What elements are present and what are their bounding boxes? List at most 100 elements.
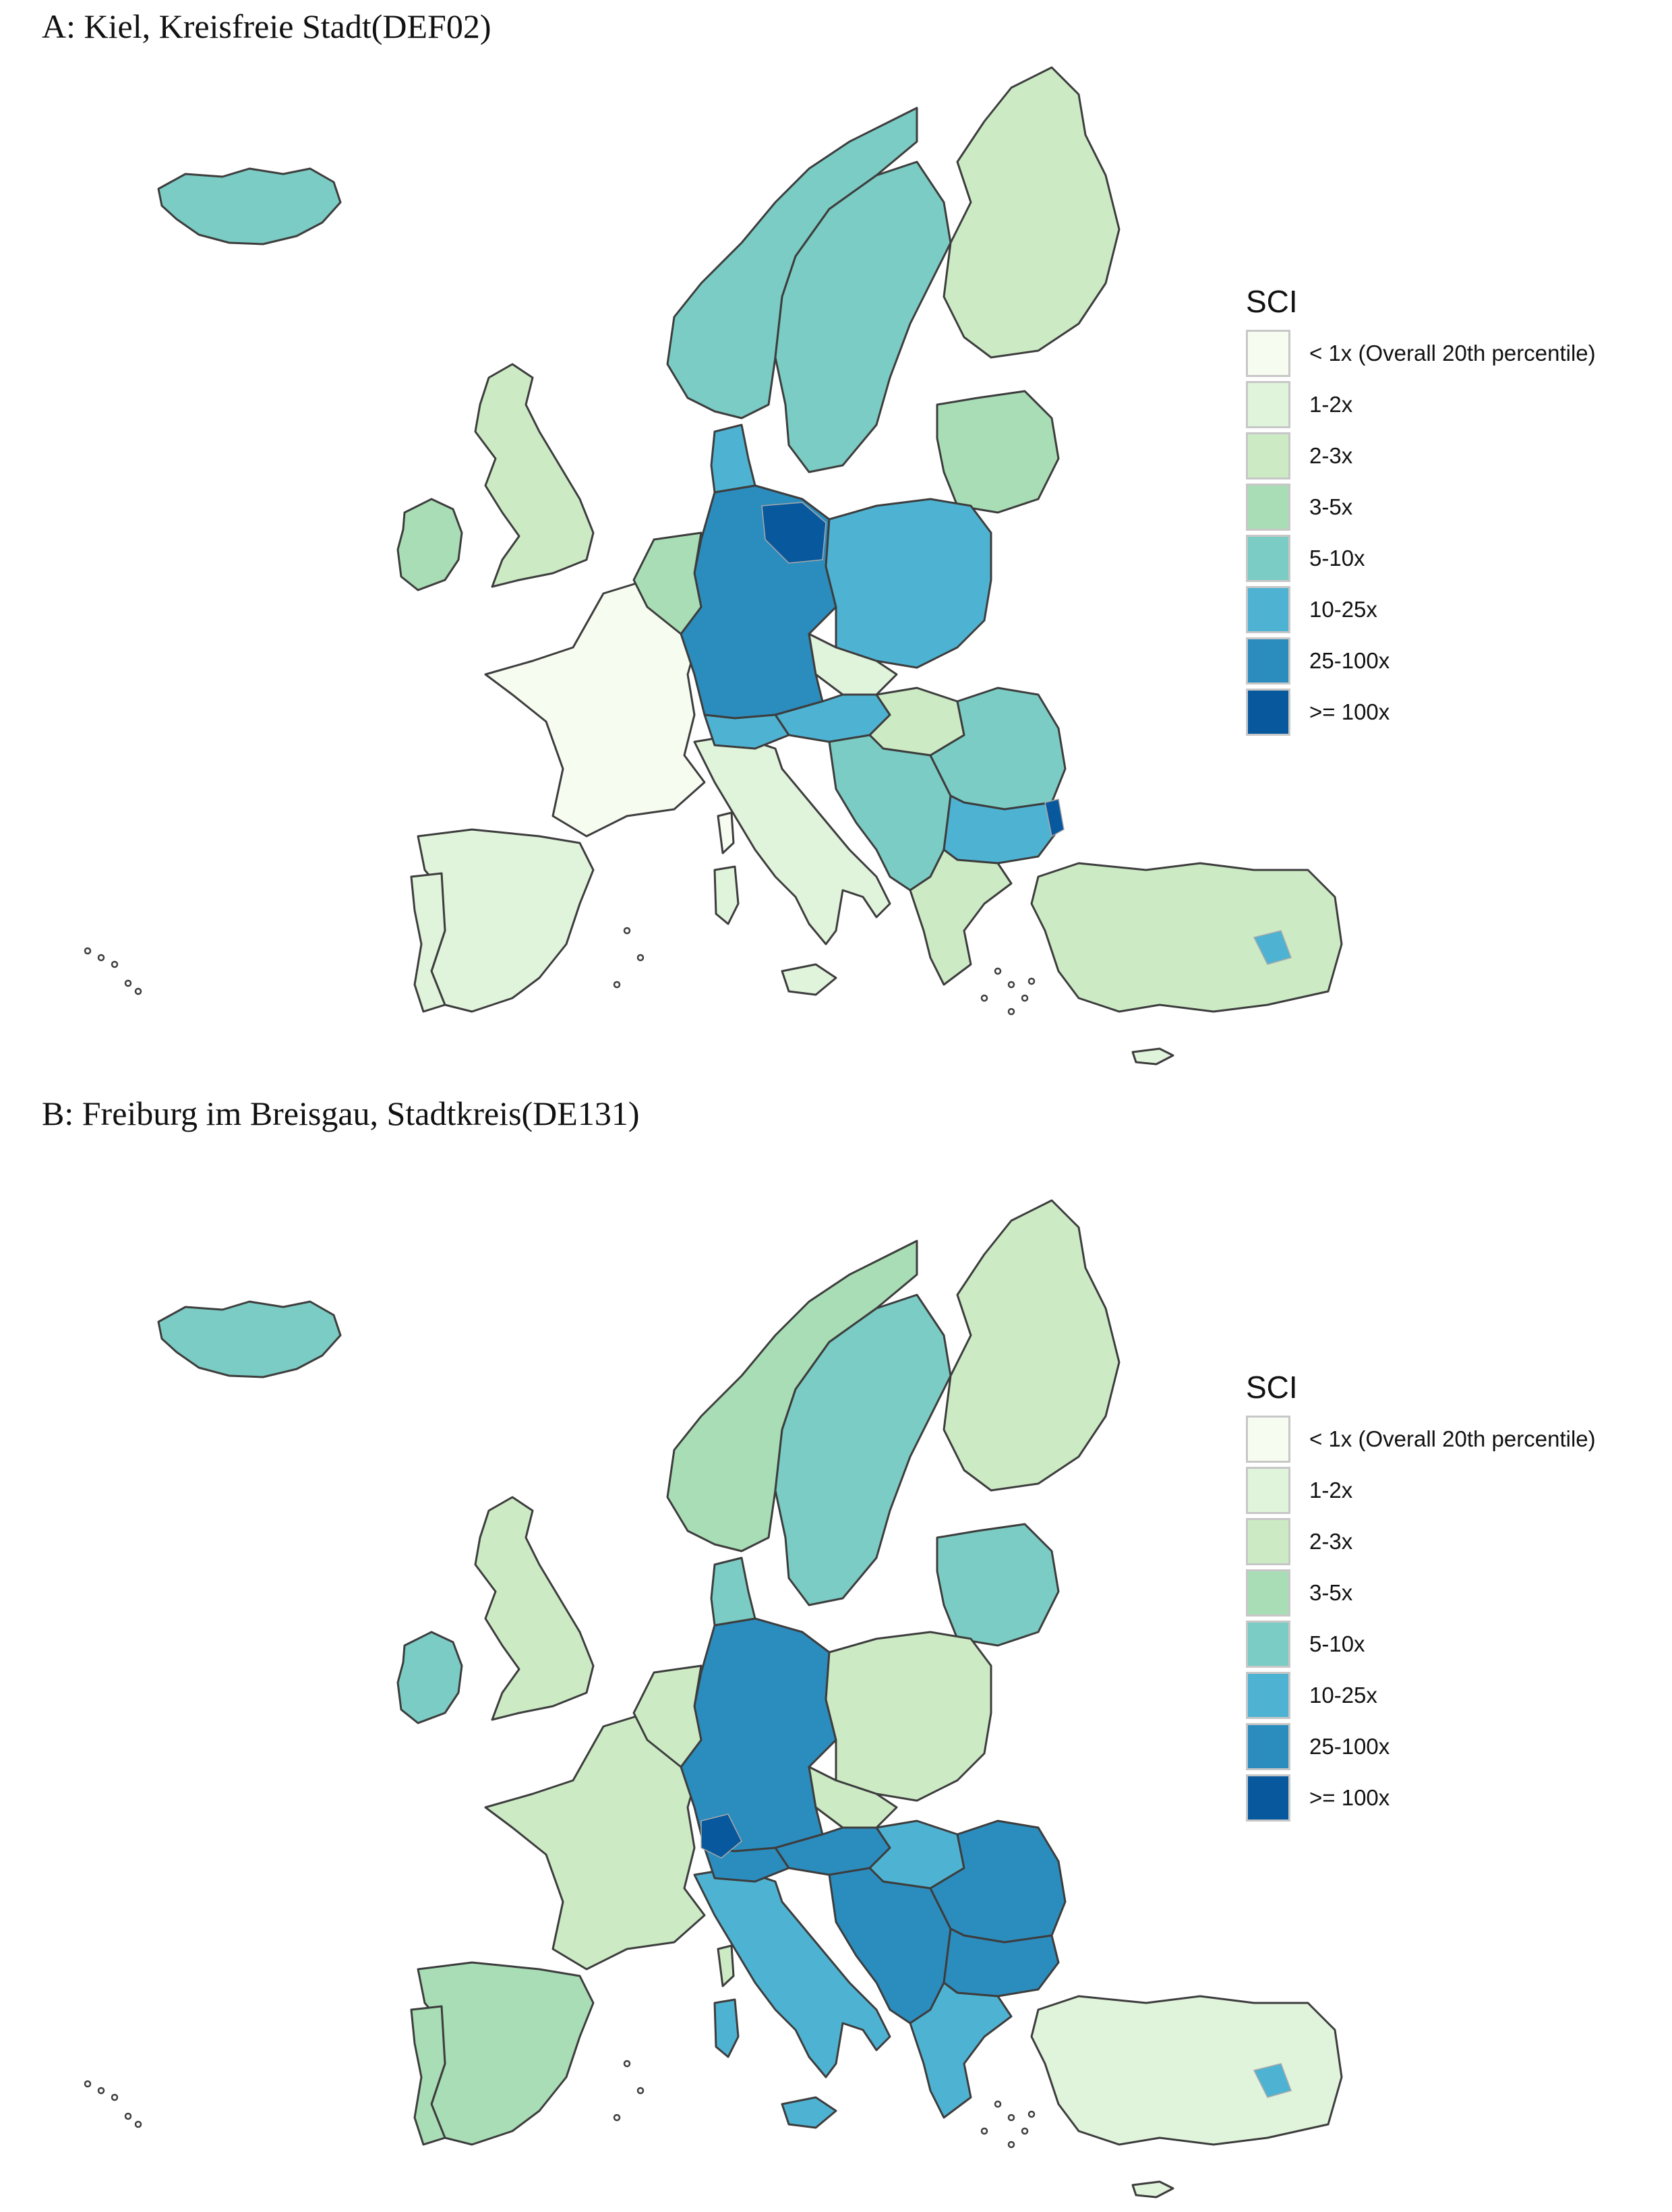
islet — [613, 2114, 621, 2122]
region-turkey — [1030, 862, 1343, 1013]
islet — [124, 2112, 132, 2120]
islet — [1021, 2127, 1029, 2135]
panel-title: B: Freiburg im Breisgau, Stadtkreis(DE13… — [42, 1095, 640, 1132]
islet — [623, 2060, 631, 2068]
region-baltics — [936, 1523, 1060, 1647]
region-benelux — [632, 531, 703, 635]
legend-label: 5-10x — [1309, 546, 1365, 571]
hotspot-romania-east — [1044, 798, 1065, 838]
region-corsica — [717, 1944, 735, 1987]
islet — [97, 2087, 105, 2095]
legend-swatch — [1246, 1569, 1290, 1617]
legend-item: 2-3x — [1246, 1516, 1650, 1567]
legend: SCI < 1x (Overall 20th percentile) 1-2x 2-… — [1246, 283, 1650, 738]
legend-swatch — [1246, 1672, 1290, 1719]
region-turkey — [1030, 1995, 1343, 2146]
legend-label: >= 100x — [1309, 699, 1390, 724]
hotspot-southwest-germany — [700, 1813, 742, 1859]
legend-item: 10-25x — [1246, 1670, 1650, 1721]
legend-item: 3-5x — [1246, 482, 1650, 533]
islet — [1007, 981, 1015, 989]
legend-label: 3-5x — [1309, 494, 1353, 519]
legend-swatch — [1246, 535, 1290, 582]
legend-label: 10-25x — [1309, 1683, 1377, 1708]
legend-item: 1-2x — [1246, 1465, 1650, 1516]
panel-a: A: Kiel, Kreisfreie Stadt(DEF02) SCI < 1… — [42, 7, 1650, 1066]
legend-label: 2-3x — [1309, 1529, 1353, 1554]
region-sardinia — [713, 865, 740, 925]
legend-label: 2-3x — [1309, 443, 1353, 468]
islet — [1027, 977, 1036, 985]
legend-label: 25-100x — [1309, 1734, 1390, 1759]
region-germany — [680, 1617, 837, 1853]
region-sicily — [781, 2096, 837, 2129]
region-cyprus — [1131, 1047, 1174, 1066]
legend: SCI < 1x (Overall 20th percentile) 1-2x 2-… — [1246, 1369, 1650, 1824]
legend-label: 1-2x — [1309, 1478, 1353, 1503]
legend-item: 3-5x — [1246, 1567, 1650, 1619]
region-czechia — [808, 633, 898, 696]
legend-label: 5-10x — [1309, 1631, 1365, 1656]
islet — [994, 967, 1002, 975]
hotspot-northeast-germany — [761, 502, 827, 564]
legend-item: 25-100x — [1246, 635, 1650, 687]
europe-map — [84, 1199, 1343, 2199]
legend-swatch — [1246, 1774, 1290, 1822]
islet — [980, 2127, 988, 2135]
region-greece — [909, 848, 1013, 986]
legend-item: 1-2x — [1246, 379, 1650, 430]
islet — [111, 960, 119, 968]
legend-label: 3-5x — [1309, 1580, 1353, 1605]
legend-swatch — [1246, 637, 1290, 685]
panel-title: A: Kiel, Kreisfreie Stadt(DEF02) — [42, 7, 491, 45]
legend-title: SCI — [1246, 284, 1298, 319]
region-poland — [825, 498, 992, 669]
region-denmark — [710, 424, 756, 494]
region-italy — [693, 1867, 891, 2078]
islet — [124, 979, 132, 987]
region-poland — [825, 1631, 992, 1802]
region-baltics — [936, 390, 1060, 514]
region-sweden — [774, 1293, 952, 1606]
legend-item: >= 100x — [1246, 1772, 1650, 1824]
region-sicily — [781, 963, 837, 996]
region-ireland — [396, 498, 463, 591]
region-benelux — [632, 1664, 703, 1768]
islet — [636, 2087, 645, 2095]
region-switzerland — [703, 1846, 790, 1883]
region-iceland — [157, 1300, 342, 1378]
legend-label: 25-100x — [1309, 648, 1390, 673]
region-denmark — [710, 1556, 756, 1627]
region-finland — [943, 1199, 1121, 1492]
legend-item: < 1x (Overall 20th percentile) — [1246, 328, 1650, 379]
legend-item: < 1x (Overall 20th percentile) — [1246, 1414, 1650, 1465]
legend-label: < 1x (Overall 20th percentile) — [1309, 1426, 1596, 1451]
legend-swatch — [1246, 1416, 1290, 1463]
legend-swatch — [1246, 1467, 1290, 1514]
region-switzerland — [703, 714, 790, 750]
region-czechia — [808, 1766, 898, 1829]
islet — [613, 981, 621, 989]
region-sweden — [774, 161, 952, 473]
legend-title: SCI — [1246, 1370, 1298, 1405]
islet — [134, 2120, 142, 2128]
region-uk — [474, 363, 595, 588]
legend-label: 10-25x — [1309, 597, 1377, 622]
region-sardinia — [713, 1998, 740, 2058]
islet — [994, 2100, 1002, 2108]
legend-swatch — [1246, 586, 1290, 633]
islet — [1007, 2141, 1015, 2149]
islet — [111, 2093, 119, 2101]
islet — [97, 954, 105, 962]
islet — [1027, 2110, 1036, 2118]
region-portugal — [410, 2005, 446, 2146]
panel-b: B: Freiburg im Breisgau, Stadtkreis(DE13… — [0, 1095, 1672, 2212]
islet — [980, 994, 988, 1002]
islet — [636, 954, 645, 962]
islet — [134, 987, 142, 995]
islet — [84, 947, 92, 955]
hotspot-turkey-east — [1253, 2063, 1292, 2098]
legend-item: 25-100x — [1246, 1721, 1650, 1772]
region-ireland — [396, 1631, 463, 1724]
legend-label: < 1x (Overall 20th percentile) — [1309, 341, 1596, 366]
